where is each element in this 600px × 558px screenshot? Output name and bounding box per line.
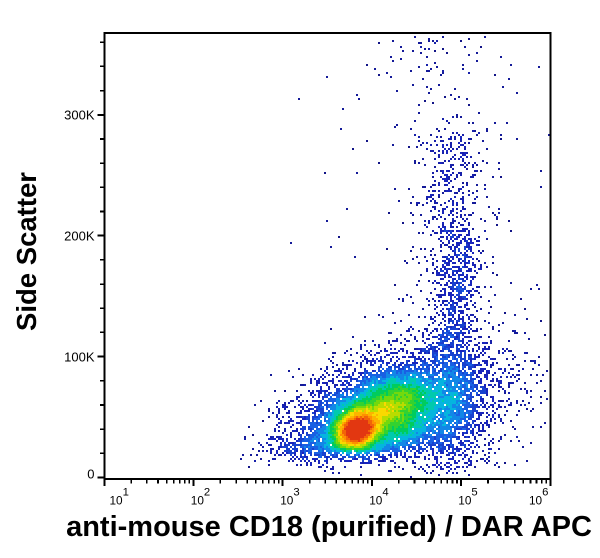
svg-text:200K: 200K — [64, 228, 95, 243]
svg-text:100K: 100K — [64, 349, 95, 364]
svg-text:anti-mouse CD18 (purified) / D: anti-mouse CD18 (purified) / DAR APC — [66, 511, 592, 543]
svg-text:0: 0 — [87, 466, 94, 481]
svg-text:300K: 300K — [64, 108, 95, 123]
svg-text:Side Scatter: Side Scatter — [11, 172, 42, 331]
